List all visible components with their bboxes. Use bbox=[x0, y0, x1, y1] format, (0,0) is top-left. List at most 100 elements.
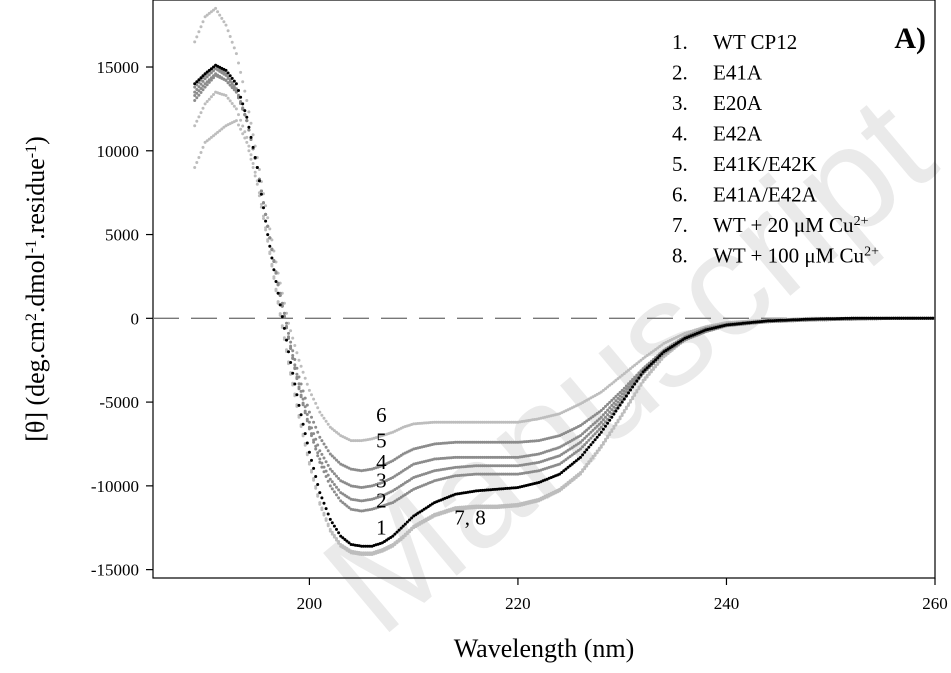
data-point bbox=[562, 459, 566, 463]
data-point bbox=[218, 129, 222, 133]
data-point bbox=[558, 462, 562, 466]
curve-label: 4 bbox=[376, 450, 387, 474]
data-point bbox=[259, 202, 263, 206]
data-point bbox=[297, 358, 301, 362]
data-point bbox=[462, 455, 466, 459]
legend-entry-label: E42A bbox=[713, 122, 763, 146]
data-point bbox=[608, 431, 612, 435]
data-point bbox=[595, 435, 599, 439]
data-point bbox=[601, 427, 605, 431]
data-point bbox=[316, 451, 320, 455]
data-point bbox=[299, 364, 303, 368]
data-point bbox=[297, 403, 301, 407]
data-point bbox=[606, 402, 610, 406]
data-point bbox=[608, 406, 612, 410]
data-point bbox=[330, 521, 334, 525]
data-point bbox=[562, 484, 566, 488]
data-point bbox=[652, 360, 655, 364]
data-point bbox=[624, 405, 628, 409]
data-point bbox=[604, 437, 607, 441]
data-point bbox=[253, 174, 257, 178]
data-point bbox=[616, 406, 620, 410]
data-point bbox=[335, 430, 338, 434]
data-point bbox=[445, 420, 449, 424]
data-point bbox=[564, 467, 568, 471]
data-point bbox=[232, 104, 236, 108]
x-tick-label: 260 bbox=[922, 594, 948, 613]
data-point bbox=[320, 413, 324, 417]
data-point bbox=[589, 416, 593, 420]
legend: 1. WT CP12 2. E41A 3. E20A 4. E42A 5. E41K/E42K 6.… bbox=[672, 30, 879, 268]
data-point bbox=[314, 447, 318, 451]
data-point bbox=[207, 80, 211, 84]
data-point bbox=[591, 415, 595, 418]
data-point bbox=[228, 35, 232, 38]
data-point bbox=[197, 115, 201, 119]
data-point bbox=[637, 376, 641, 380]
data-point bbox=[503, 440, 507, 444]
data-point bbox=[478, 455, 482, 459]
data-point bbox=[262, 206, 265, 210]
data-point bbox=[558, 487, 562, 491]
data-point bbox=[474, 440, 478, 444]
data-point bbox=[234, 107, 238, 111]
data-point bbox=[266, 224, 270, 228]
data-point bbox=[601, 441, 605, 444]
data-point bbox=[328, 467, 332, 471]
data-point bbox=[914, 316, 918, 320]
data-point bbox=[599, 409, 603, 412]
data-point bbox=[299, 389, 303, 393]
data-point bbox=[335, 485, 338, 489]
data-point bbox=[193, 124, 197, 128]
data-point bbox=[829, 317, 833, 321]
data-point bbox=[468, 420, 472, 424]
data-point bbox=[226, 71, 230, 75]
series-1 bbox=[193, 63, 935, 548]
data-point bbox=[437, 420, 441, 424]
data-point bbox=[318, 460, 322, 464]
data-point bbox=[478, 464, 482, 468]
data-point bbox=[278, 294, 282, 297]
data-point bbox=[332, 472, 336, 476]
data-point bbox=[497, 464, 501, 468]
data-point bbox=[476, 455, 480, 459]
data-point bbox=[601, 407, 605, 410]
data-point bbox=[510, 472, 514, 476]
data-point bbox=[226, 96, 230, 100]
data-point bbox=[239, 70, 243, 74]
data-point bbox=[232, 46, 236, 50]
data-point bbox=[476, 472, 480, 476]
data-point bbox=[503, 420, 507, 424]
data-point bbox=[818, 317, 822, 321]
data-point bbox=[591, 423, 595, 426]
data-point bbox=[493, 420, 497, 424]
data-point bbox=[483, 504, 487, 508]
data-point bbox=[230, 81, 234, 85]
data-point bbox=[508, 455, 512, 459]
data-point bbox=[616, 418, 620, 422]
data-point bbox=[593, 421, 597, 425]
data-point bbox=[395, 530, 399, 534]
data-point bbox=[601, 413, 605, 417]
data-point bbox=[645, 373, 649, 377]
data-point bbox=[312, 477, 316, 480]
data-point bbox=[508, 464, 512, 468]
data-point bbox=[631, 365, 635, 369]
data-point bbox=[310, 458, 313, 462]
data-point bbox=[487, 440, 491, 444]
data-point bbox=[222, 20, 226, 24]
data-point bbox=[647, 371, 651, 375]
data-point bbox=[589, 436, 593, 440]
data-point bbox=[299, 395, 303, 399]
data-point bbox=[597, 446, 601, 450]
data-point bbox=[610, 382, 614, 386]
data-point bbox=[228, 99, 232, 103]
data-point bbox=[287, 336, 290, 340]
data-point bbox=[599, 415, 603, 419]
data-point bbox=[622, 372, 626, 376]
data-point bbox=[506, 464, 509, 468]
data-point bbox=[643, 376, 647, 380]
data-point bbox=[597, 427, 601, 431]
data-point bbox=[337, 488, 341, 492]
data-point bbox=[458, 420, 461, 424]
